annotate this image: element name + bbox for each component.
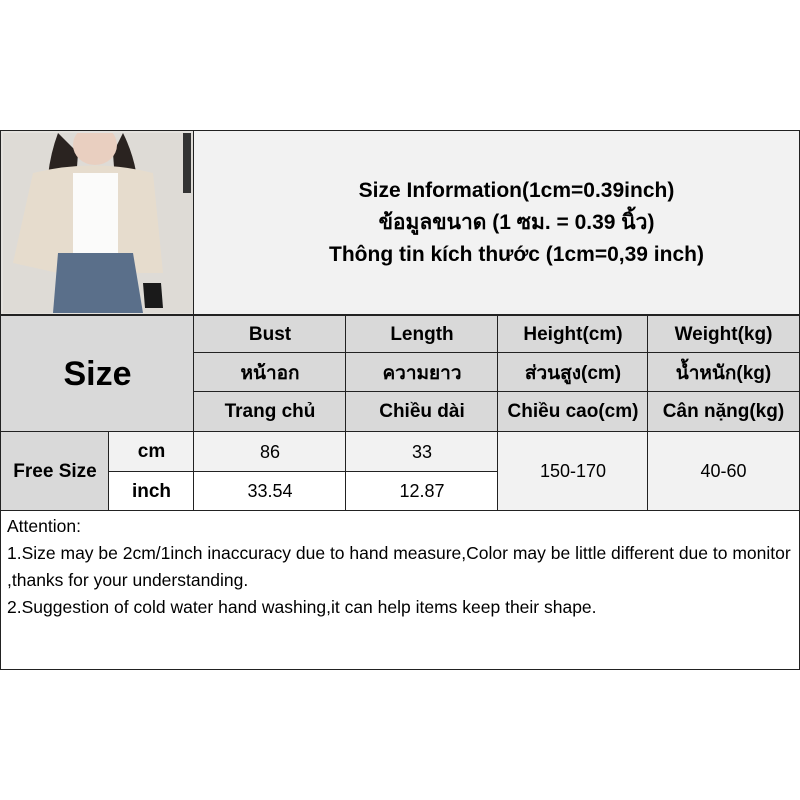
col-weight-th: น้ำหนัก(kg) xyxy=(647,352,800,393)
free-size-label: Free Size xyxy=(0,431,110,512)
size-information-header: Size Information(1cm=0.39inch) ข้อมูลขนา… xyxy=(193,130,800,315)
col-height-th: ส่วนสูง(cm) xyxy=(497,352,649,393)
info-title-vi: Thông tin kích thước (1cm=0,39 inch) xyxy=(329,242,704,266)
bust-cm: 86 xyxy=(193,431,347,473)
model-image xyxy=(2,132,193,313)
col-height-en: Height(cm) xyxy=(497,315,649,354)
attention-title: Attention: xyxy=(7,516,81,536)
col-length-vi: Chiều dài xyxy=(345,391,499,433)
col-weight-vi: Cân nặng(kg) xyxy=(647,391,800,433)
col-length-th: ความยาว xyxy=(345,352,499,393)
info-title-th: ข้อมูลขนาด (1 ซม. = 0.39 นิ้ว) xyxy=(378,210,655,234)
col-bust-vi: Trang chủ xyxy=(193,391,347,433)
col-bust-th: หน้าอก xyxy=(193,352,347,393)
col-bust-en: Bust xyxy=(193,315,347,354)
attention-line-1: 1.Size may be 2cm/1inch inaccuracy due t… xyxy=(7,543,791,590)
col-height-vi: Chiều cao(cm) xyxy=(497,391,649,433)
unit-inch: inch xyxy=(108,471,195,512)
bust-inch: 33.54 xyxy=(193,471,347,512)
info-title-en: Size Information(1cm=0.39inch) xyxy=(358,178,675,202)
length-cm: 33 xyxy=(345,431,499,473)
weight-range: 40-60 xyxy=(647,431,800,512)
col-length-en: Length xyxy=(345,315,499,354)
size-label-cell: Size xyxy=(0,315,195,433)
attention-line-2: 2.Suggestion of cold water hand washing,… xyxy=(7,597,597,617)
col-weight-en: Weight(kg) xyxy=(647,315,800,354)
height-range: 150-170 xyxy=(497,431,649,512)
length-inch: 12.87 xyxy=(345,471,499,512)
attention-notes: Attention: 1.Size may be 2cm/1inch inacc… xyxy=(0,510,800,670)
product-photo xyxy=(0,130,195,315)
size-label: Size xyxy=(63,354,132,393)
unit-cm: cm xyxy=(108,431,195,473)
